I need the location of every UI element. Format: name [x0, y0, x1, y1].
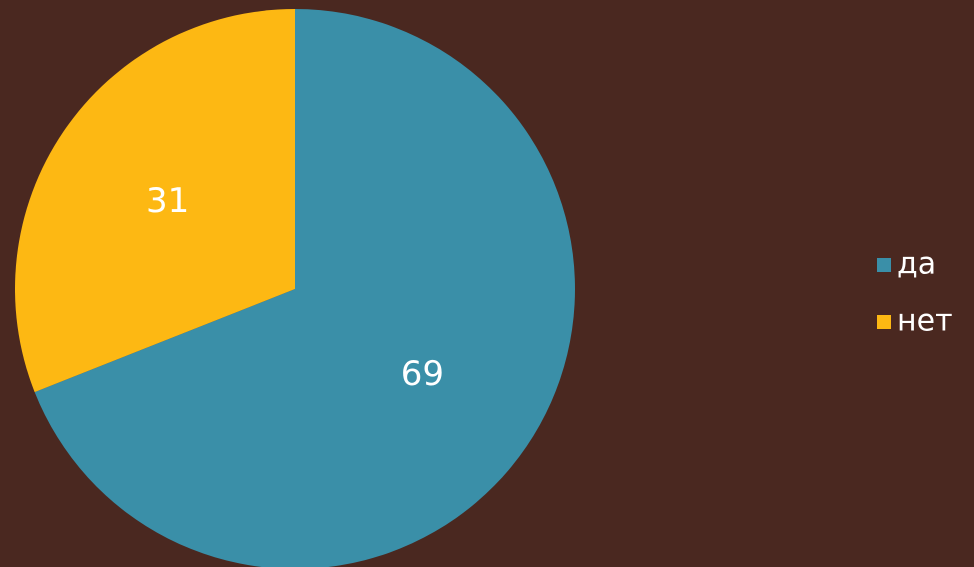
legend-swatch: [877, 315, 891, 329]
pie-slice: [34, 9, 575, 567]
data-label: 69: [401, 354, 444, 394]
legend-label: да: [897, 247, 936, 282]
legend-swatch: [877, 258, 891, 272]
pie-slice: [15, 9, 296, 393]
legend-label: нет: [897, 304, 953, 339]
data-label: 31: [146, 181, 189, 221]
